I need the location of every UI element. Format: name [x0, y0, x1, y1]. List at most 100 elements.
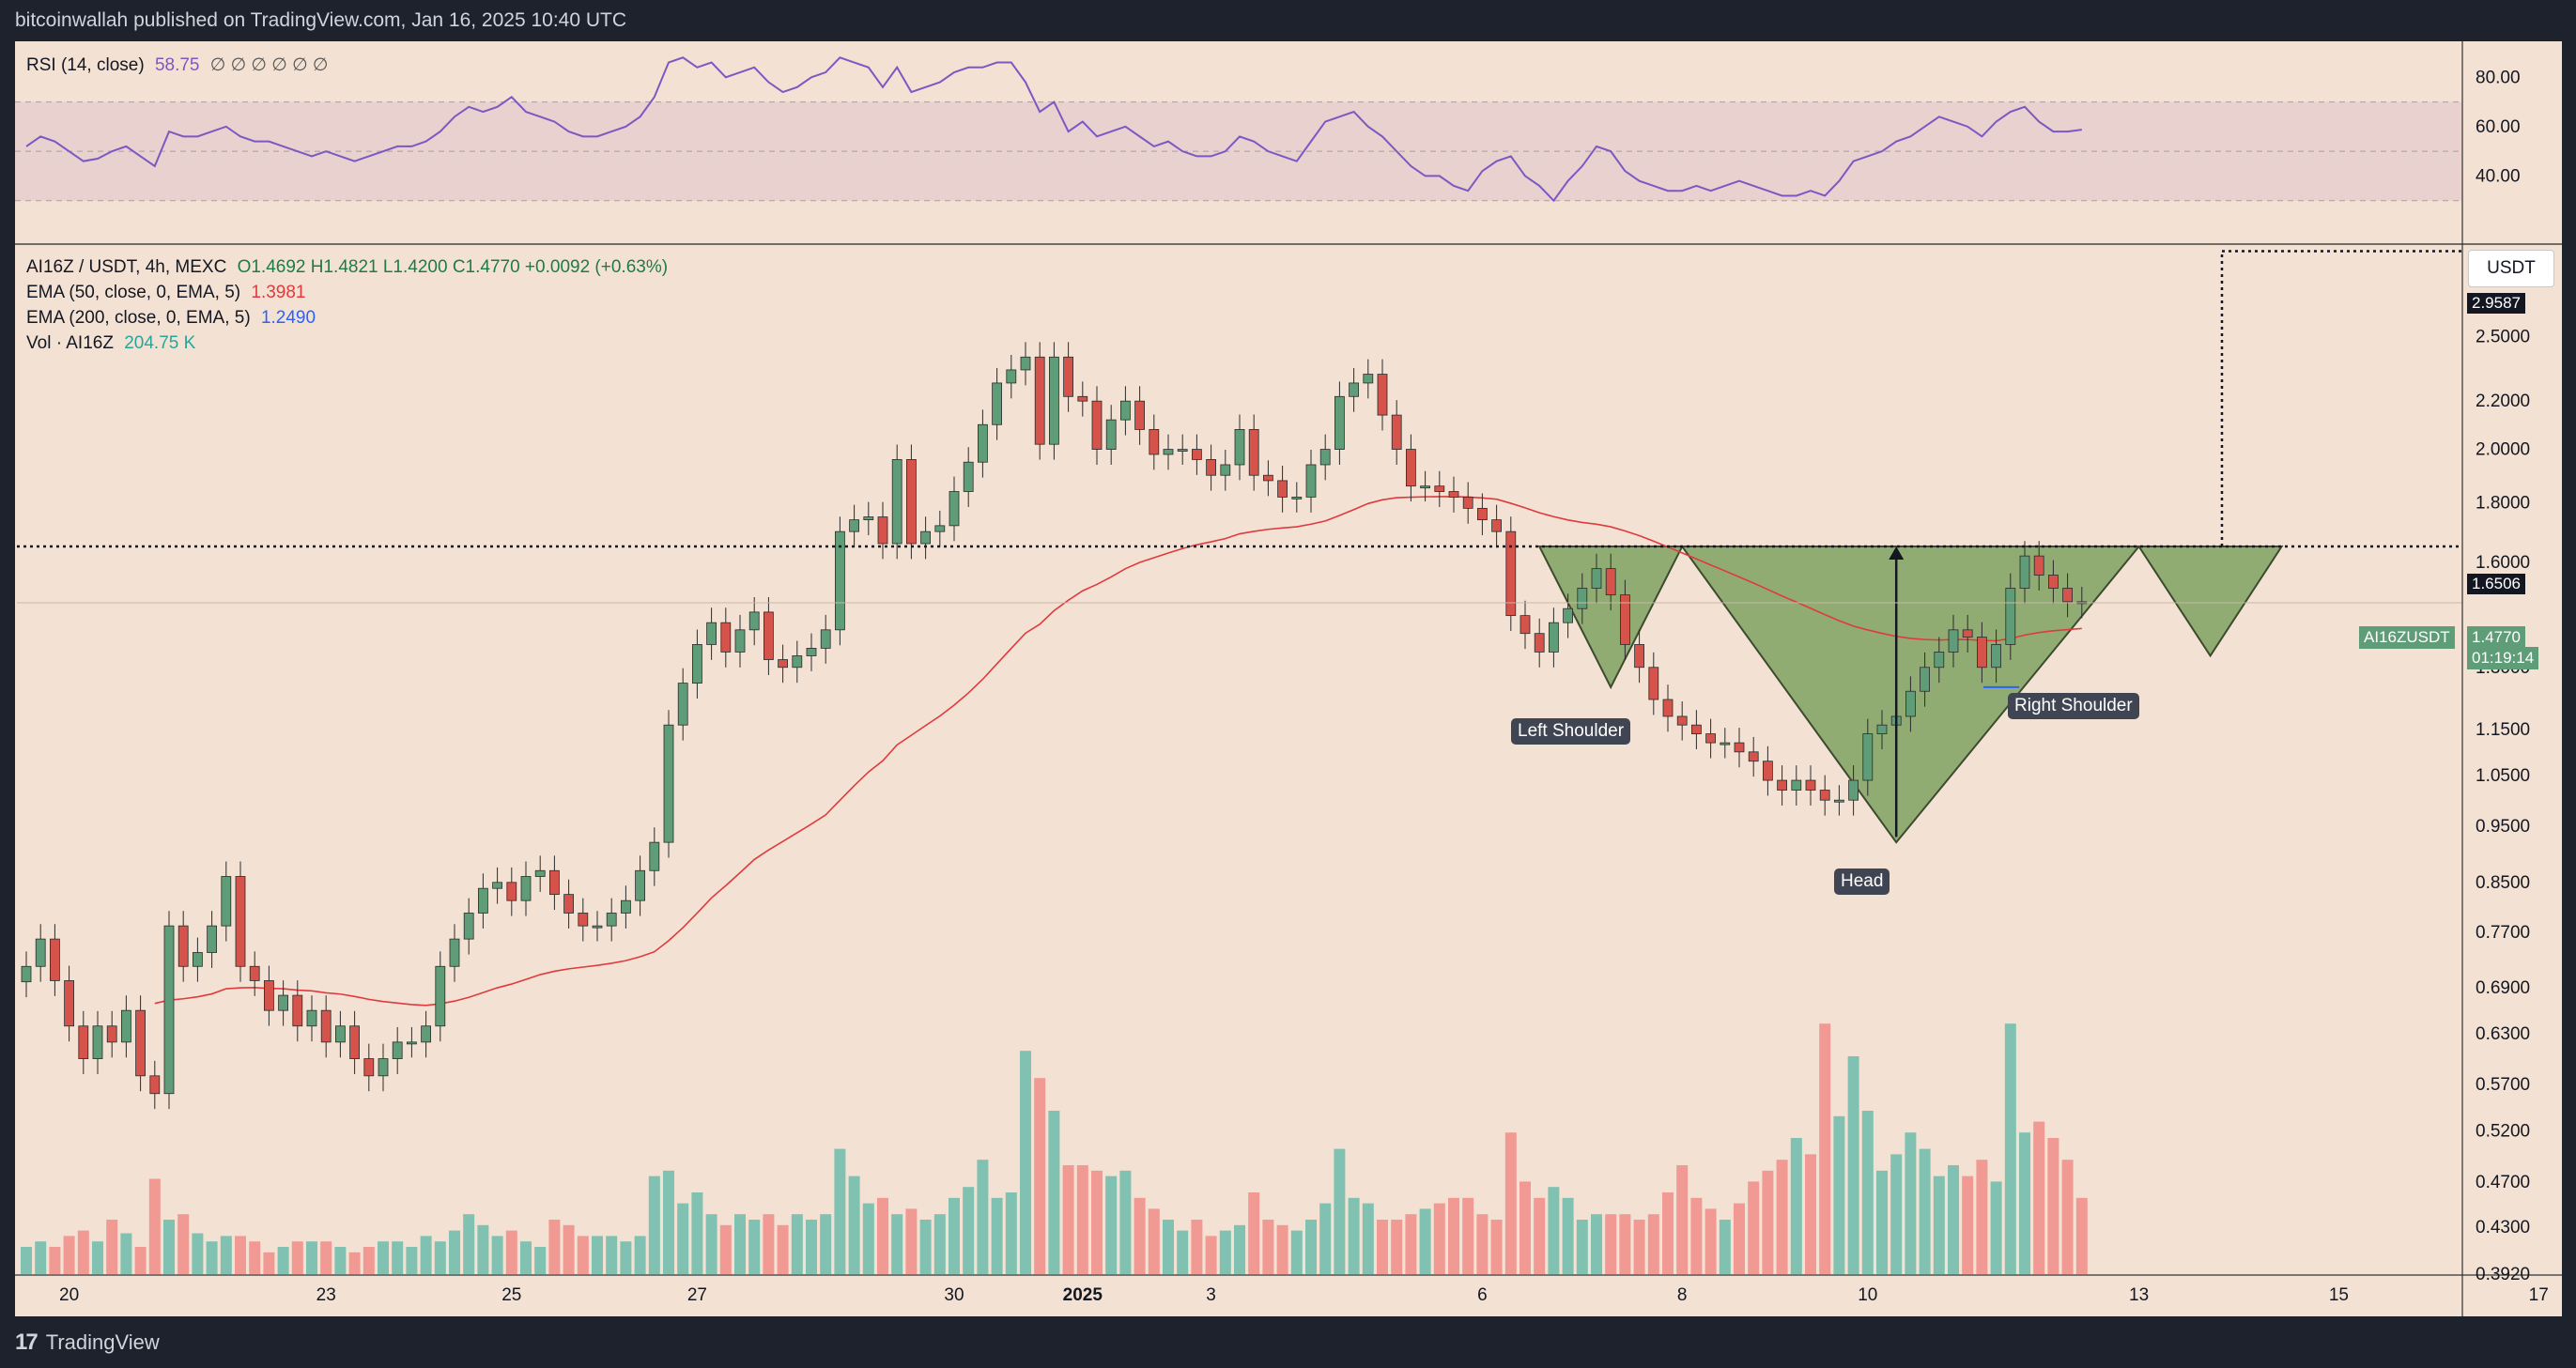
candle-body: [1049, 356, 1059, 445]
volume-bar: [1676, 1165, 1689, 1274]
candle-body: [235, 876, 246, 967]
volume-bar: [1290, 1230, 1303, 1274]
ema200-legend: EMA (200, close, 0, EMA, 5) 1.2490: [26, 308, 316, 329]
candle-body: [692, 644, 702, 684]
candle-body: [1149, 429, 1160, 455]
volume-bar: [192, 1233, 204, 1274]
candle-body: [1091, 400, 1103, 450]
candle-body: [1920, 667, 1930, 692]
candle-body: [221, 876, 232, 927]
candle-body: [1905, 690, 1916, 717]
volume-bar: [1647, 1214, 1659, 1274]
volume-bar: [919, 1220, 932, 1274]
candle-body: [1634, 644, 1644, 669]
volume-bar: [1433, 1203, 1445, 1274]
volume-bar: [1262, 1220, 1274, 1274]
volume-bar: [1462, 1197, 1474, 1274]
candle-body: [477, 887, 488, 914]
candle-body: [249, 965, 260, 981]
volume-bar: [1334, 1148, 1346, 1274]
volume-bar: [434, 1241, 446, 1274]
candle-body: [992, 382, 1002, 425]
volume-bar: [763, 1214, 775, 1274]
price-axis-tick: 0.5200: [2476, 1122, 2530, 1142]
rsi-legend: RSI (14, close) 58.75 ∅ ∅ ∅ ∅ ∅ ∅: [26, 54, 328, 76]
volume-bar: [106, 1220, 118, 1274]
candle-body: [1934, 652, 1945, 669]
candle-body: [720, 622, 732, 653]
time-axis-tick: 3: [1206, 1285, 1216, 1305]
volume-bar: [963, 1187, 975, 1274]
volume-bar: [491, 1236, 503, 1274]
volume-label[interactable]: Vol · AI16Z: [26, 333, 114, 353]
currency-button[interactable]: USDT: [2468, 250, 2554, 287]
volume-bar: [1633, 1220, 1645, 1274]
candle-body: [963, 461, 974, 492]
time-axis-tick: 15: [2329, 1285, 2349, 1305]
volume-bar: [1905, 1132, 1917, 1274]
volume-bar: [1076, 1165, 1088, 1274]
candle-body: [934, 525, 946, 532]
time-axis-tick: 17: [2529, 1285, 2549, 1305]
volume-bar: [1933, 1176, 1945, 1274]
candle-body: [1876, 724, 1888, 734]
volume-bar: [1062, 1165, 1074, 1274]
volume-bar: [949, 1197, 960, 1274]
candle-body: [1334, 395, 1345, 450]
tradingview-logo-icon[interactable]: 17: [15, 1329, 39, 1355]
volume-bar: [1576, 1220, 1588, 1274]
candle-body: [1034, 356, 1045, 445]
candle-body: [406, 1041, 417, 1045]
candle-body: [621, 899, 631, 914]
measure-arrowhead: [1889, 546, 1905, 561]
volume-bar: [2033, 1121, 2045, 1274]
brand-name[interactable]: TradingView: [45, 1330, 160, 1354]
volume-bar: [1319, 1203, 1332, 1274]
candle-body: [449, 938, 460, 967]
candle-body: [806, 648, 817, 656]
volume-bar: [1619, 1214, 1631, 1274]
candle-body: [35, 938, 46, 967]
volume-bar: [2004, 1023, 2016, 1274]
volume-bar: [1662, 1192, 1674, 1274]
candle-body: [1620, 594, 1630, 645]
volume-bar: [1134, 1197, 1146, 1274]
bar-countdown: 01:19:14: [2467, 647, 2539, 669]
right-shoulder-shape: [2136, 546, 2284, 658]
volume-bar: [1034, 1078, 1046, 1274]
ema50-label[interactable]: EMA (50, close, 0, EMA, 5): [26, 283, 241, 302]
candle-body: [906, 459, 917, 545]
candle-body: [1305, 464, 1317, 498]
candle-body: [334, 1025, 346, 1043]
candle-body: [1377, 374, 1388, 416]
time-axis-tick: 27: [687, 1285, 707, 1305]
volume-bar: [334, 1247, 347, 1274]
volume-bar: [520, 1241, 532, 1274]
candle-body: [677, 683, 688, 726]
symbol-name[interactable]: AI16Z / USDT, 4h, MEXC: [26, 257, 227, 277]
candle-body: [1519, 615, 1531, 635]
volume-bar: [1219, 1230, 1231, 1274]
volume-bar: [177, 1214, 190, 1274]
candle-body: [1591, 568, 1602, 589]
volume-bar: [1377, 1220, 1388, 1274]
candle-body: [1462, 496, 1473, 509]
volume-bar: [63, 1236, 75, 1274]
volume-bar: [1091, 1170, 1103, 1274]
price-axis-tick: 0.8500: [2476, 873, 2530, 893]
candle-body: [292, 994, 303, 1027]
candle-body: [1676, 715, 1688, 726]
candle-body: [1805, 779, 1816, 791]
price-axis-tick: 0.6900: [2476, 978, 2530, 998]
ema200-label[interactable]: EMA (200, close, 0, EMA, 5): [26, 308, 251, 328]
volume-bar: [1876, 1170, 1888, 1274]
volume-bar: [1704, 1208, 1717, 1274]
volume-bar: [92, 1241, 103, 1274]
volume-bar: [848, 1176, 860, 1274]
rsi-label: RSI (14, close): [26, 55, 145, 75]
candle-body: [192, 952, 203, 967]
candle-body: [1791, 779, 1802, 791]
candle-body: [663, 724, 674, 843]
volume-bar: [449, 1230, 460, 1274]
